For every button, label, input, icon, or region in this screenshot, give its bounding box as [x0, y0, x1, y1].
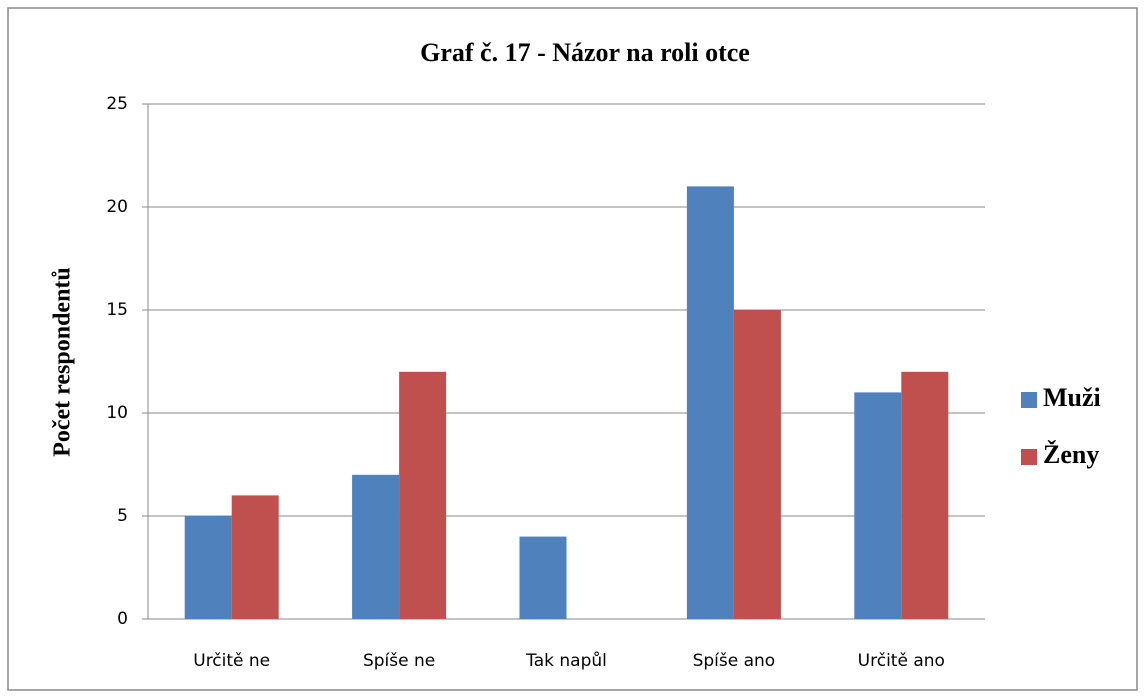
- y-tick-label: 25: [106, 94, 128, 114]
- bar: [399, 371, 447, 619]
- y-tick-label: 10: [106, 403, 128, 423]
- legend-label: Ženy: [1043, 440, 1099, 469]
- x-tick-label: Spíše ne: [363, 651, 435, 671]
- y-tick-label: 5: [117, 506, 128, 526]
- x-tick-label: Určitě ne: [193, 651, 270, 671]
- legend-label: Muži: [1043, 383, 1101, 412]
- bar: [686, 186, 734, 619]
- y-tick-label: 0: [117, 609, 128, 629]
- bar: [733, 310, 781, 619]
- x-tick-label: Tak napůl: [525, 651, 607, 671]
- legend-swatch: [1021, 392, 1037, 408]
- y-tick-label: 20: [106, 197, 128, 217]
- x-tick-label: Určitě ano: [858, 651, 945, 671]
- bar: [519, 536, 567, 619]
- bar: [352, 474, 400, 619]
- x-tick-label: Spíše ano: [693, 651, 776, 671]
- y-axis-label: Počet respondentů: [50, 267, 76, 457]
- bar: [231, 495, 279, 619]
- bar: [184, 516, 232, 619]
- chart-border: [7, 7, 1138, 691]
- legend-swatch: [1021, 449, 1037, 465]
- chart-title: Graf č. 17 - Názor na roli otce: [420, 38, 750, 67]
- y-tick-label: 15: [106, 300, 128, 320]
- bar: [854, 392, 902, 619]
- bar: [901, 371, 949, 619]
